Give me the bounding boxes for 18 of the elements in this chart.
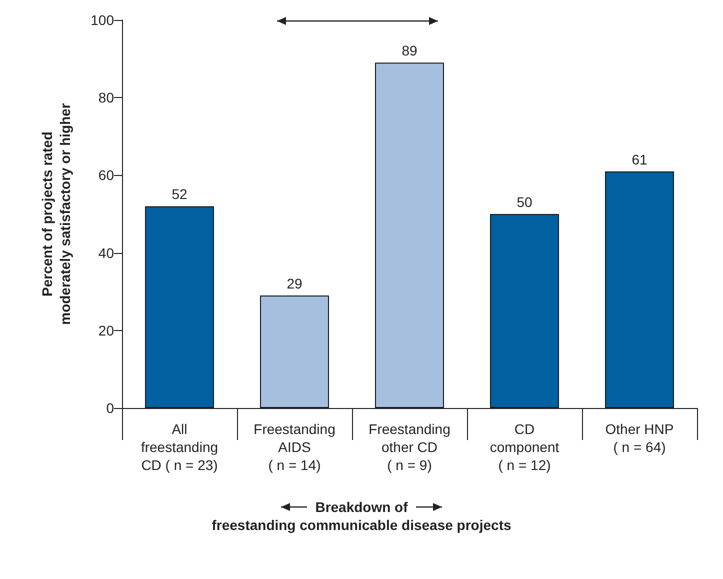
y-tick-label: 60 bbox=[98, 167, 114, 184]
x-tick-label: Freestanding other CD ( n = 9) bbox=[368, 421, 450, 473]
x-tick-label: Other HNP ( n = 64) bbox=[605, 421, 674, 455]
y-axis-title: Percent of projects rated moderately satisfactory or higher bbox=[39, 102, 73, 325]
x-tick-label: All freestanding CD ( n = 23) bbox=[140, 421, 218, 473]
data-label: 52 bbox=[172, 186, 188, 202]
y-tick-label: 40 bbox=[98, 244, 114, 261]
y-tick-label: 20 bbox=[98, 322, 114, 338]
data-label: 61 bbox=[632, 151, 648, 168]
x-axis-title: Breakdown of freestanding communicable disease projects bbox=[210, 498, 512, 534]
x-tick-label: CD component ( n = 12) bbox=[490, 421, 560, 473]
x-tick-label: Freestanding AIDS ( n = 14) bbox=[254, 421, 336, 473]
data-label: 29 bbox=[286, 275, 302, 292]
data-label: 89 bbox=[402, 42, 418, 59]
data-label: 50 bbox=[516, 194, 532, 210]
y-tick-label: 100 bbox=[90, 12, 114, 28]
y-tick-label: 80 bbox=[98, 90, 114, 106]
y-tick-label: 0 bbox=[106, 400, 114, 416]
